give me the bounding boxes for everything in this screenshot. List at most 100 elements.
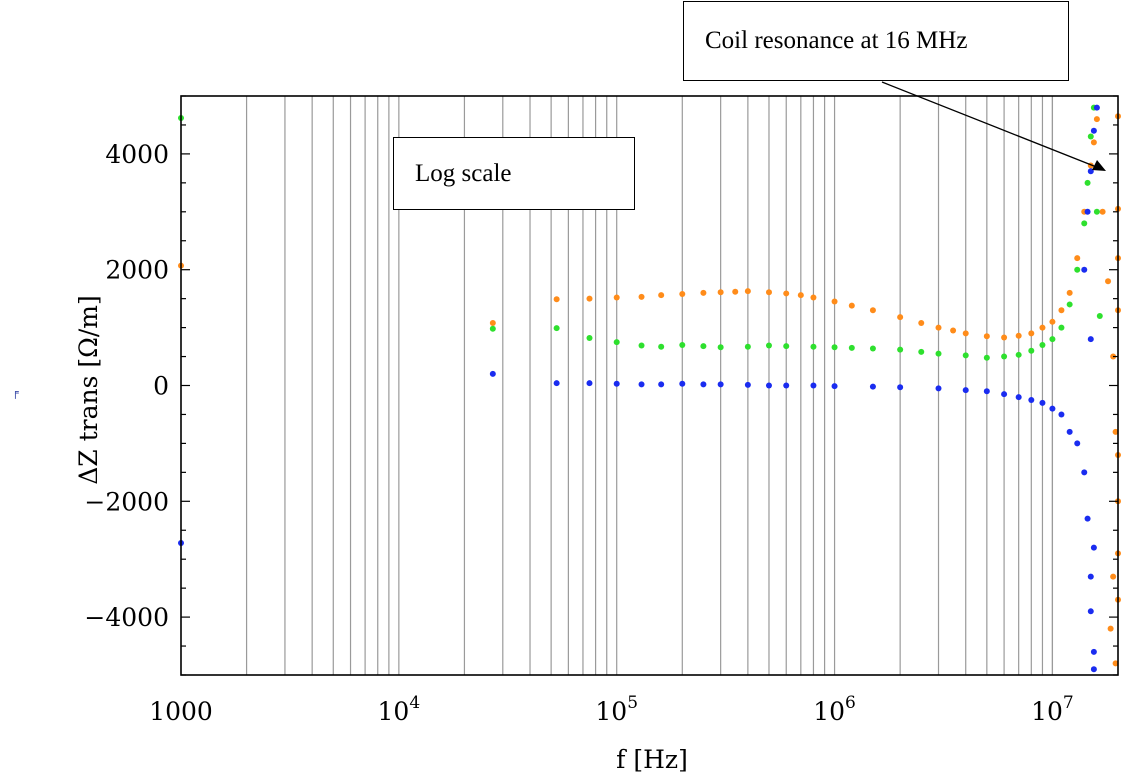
annotation-arrowhead bbox=[1092, 160, 1106, 171]
data-point bbox=[744, 343, 751, 350]
data-point bbox=[1084, 208, 1091, 215]
y-tick-label: 0 bbox=[153, 372, 169, 401]
data-point bbox=[962, 352, 969, 359]
data-point bbox=[1066, 301, 1073, 308]
data-point bbox=[918, 348, 925, 355]
data-point bbox=[897, 384, 904, 391]
axis-ticks bbox=[181, 95, 1118, 676]
data-point bbox=[950, 327, 957, 334]
x-grid-lines bbox=[245, 96, 1054, 675]
data-point bbox=[1087, 133, 1094, 140]
y-tick-label: −2000 bbox=[84, 487, 169, 516]
plot-frame bbox=[180, 95, 1119, 676]
data-point bbox=[1039, 341, 1046, 348]
data-point bbox=[717, 381, 724, 388]
data-point bbox=[869, 383, 876, 390]
side-glyph: ╒ bbox=[12, 386, 19, 399]
data-point bbox=[1028, 396, 1035, 403]
data-point bbox=[638, 381, 645, 388]
data-point bbox=[783, 343, 790, 350]
data-point bbox=[983, 388, 990, 395]
data-point bbox=[1015, 332, 1022, 339]
data-point bbox=[586, 335, 593, 342]
data-point bbox=[1049, 405, 1056, 412]
data-point bbox=[1110, 573, 1117, 580]
data-point bbox=[1081, 220, 1088, 227]
data-point bbox=[658, 381, 665, 388]
data-point bbox=[613, 294, 620, 301]
tick-labels: 4000 2000 0 −2000 −4000 1000 104 105 106 107 bbox=[84, 140, 1073, 726]
data-point bbox=[1015, 351, 1022, 358]
data-point bbox=[765, 342, 772, 349]
data-point bbox=[1074, 440, 1081, 447]
x-tick-label: 1000 bbox=[149, 697, 213, 726]
data-point bbox=[717, 289, 724, 296]
data-point bbox=[586, 380, 593, 387]
data-point bbox=[1015, 394, 1022, 401]
data-point bbox=[1081, 266, 1088, 273]
data-point bbox=[1058, 307, 1065, 314]
x-tick-label: 104 bbox=[378, 693, 421, 726]
data-point bbox=[1112, 660, 1119, 667]
data-point bbox=[638, 342, 645, 349]
data-point bbox=[1087, 573, 1094, 580]
y-axis-title: ΔZ trans [Ω/m] bbox=[74, 295, 103, 485]
data-points bbox=[178, 104, 1121, 673]
data-point bbox=[1090, 139, 1097, 146]
data-point bbox=[1074, 255, 1081, 262]
data-point bbox=[700, 381, 707, 388]
data-point bbox=[700, 343, 707, 350]
data-point bbox=[489, 325, 496, 332]
data-point bbox=[1093, 116, 1100, 123]
data-point bbox=[983, 354, 990, 361]
data-point bbox=[935, 350, 942, 357]
data-point bbox=[848, 344, 855, 351]
data-point bbox=[658, 292, 665, 299]
x-axis-title: f [Hz] bbox=[616, 745, 688, 774]
data-point bbox=[1058, 411, 1065, 418]
data-point bbox=[918, 319, 925, 326]
data-point bbox=[897, 346, 904, 353]
data-point bbox=[831, 383, 838, 390]
data-point bbox=[1084, 515, 1091, 522]
data-point bbox=[1049, 318, 1056, 325]
data-point bbox=[1081, 469, 1088, 476]
x-tick-label: 107 bbox=[1031, 693, 1074, 726]
data-point bbox=[1074, 266, 1081, 273]
data-point bbox=[783, 382, 790, 389]
log-scale-annotation: Log scale bbox=[393, 137, 635, 210]
data-point bbox=[983, 333, 990, 340]
data-point bbox=[848, 302, 855, 309]
data-point bbox=[1001, 334, 1008, 341]
data-point bbox=[613, 339, 620, 346]
data-point bbox=[489, 370, 496, 377]
data-point bbox=[935, 385, 942, 392]
data-point bbox=[1058, 324, 1065, 331]
data-point bbox=[810, 294, 817, 301]
data-point bbox=[1107, 625, 1114, 632]
data-point bbox=[553, 296, 560, 303]
data-point bbox=[1039, 399, 1046, 406]
data-point bbox=[553, 380, 560, 387]
data-point bbox=[553, 325, 560, 332]
data-point bbox=[962, 330, 969, 337]
data-point bbox=[897, 314, 904, 321]
data-point bbox=[810, 343, 817, 350]
data-point bbox=[1084, 179, 1091, 186]
data-point bbox=[1090, 666, 1097, 673]
y-tick-label: 2000 bbox=[105, 256, 169, 285]
data-point bbox=[831, 344, 838, 351]
data-point bbox=[810, 382, 817, 389]
data-point bbox=[489, 319, 496, 326]
data-point bbox=[679, 291, 686, 298]
data-point bbox=[1093, 104, 1100, 111]
data-point bbox=[744, 288, 751, 295]
data-point bbox=[1028, 330, 1035, 337]
data-point bbox=[700, 289, 707, 296]
x-tick-label: 106 bbox=[813, 693, 856, 726]
data-point bbox=[744, 381, 751, 388]
data-point bbox=[831, 298, 838, 305]
data-point bbox=[679, 341, 686, 348]
data-point bbox=[765, 289, 772, 296]
